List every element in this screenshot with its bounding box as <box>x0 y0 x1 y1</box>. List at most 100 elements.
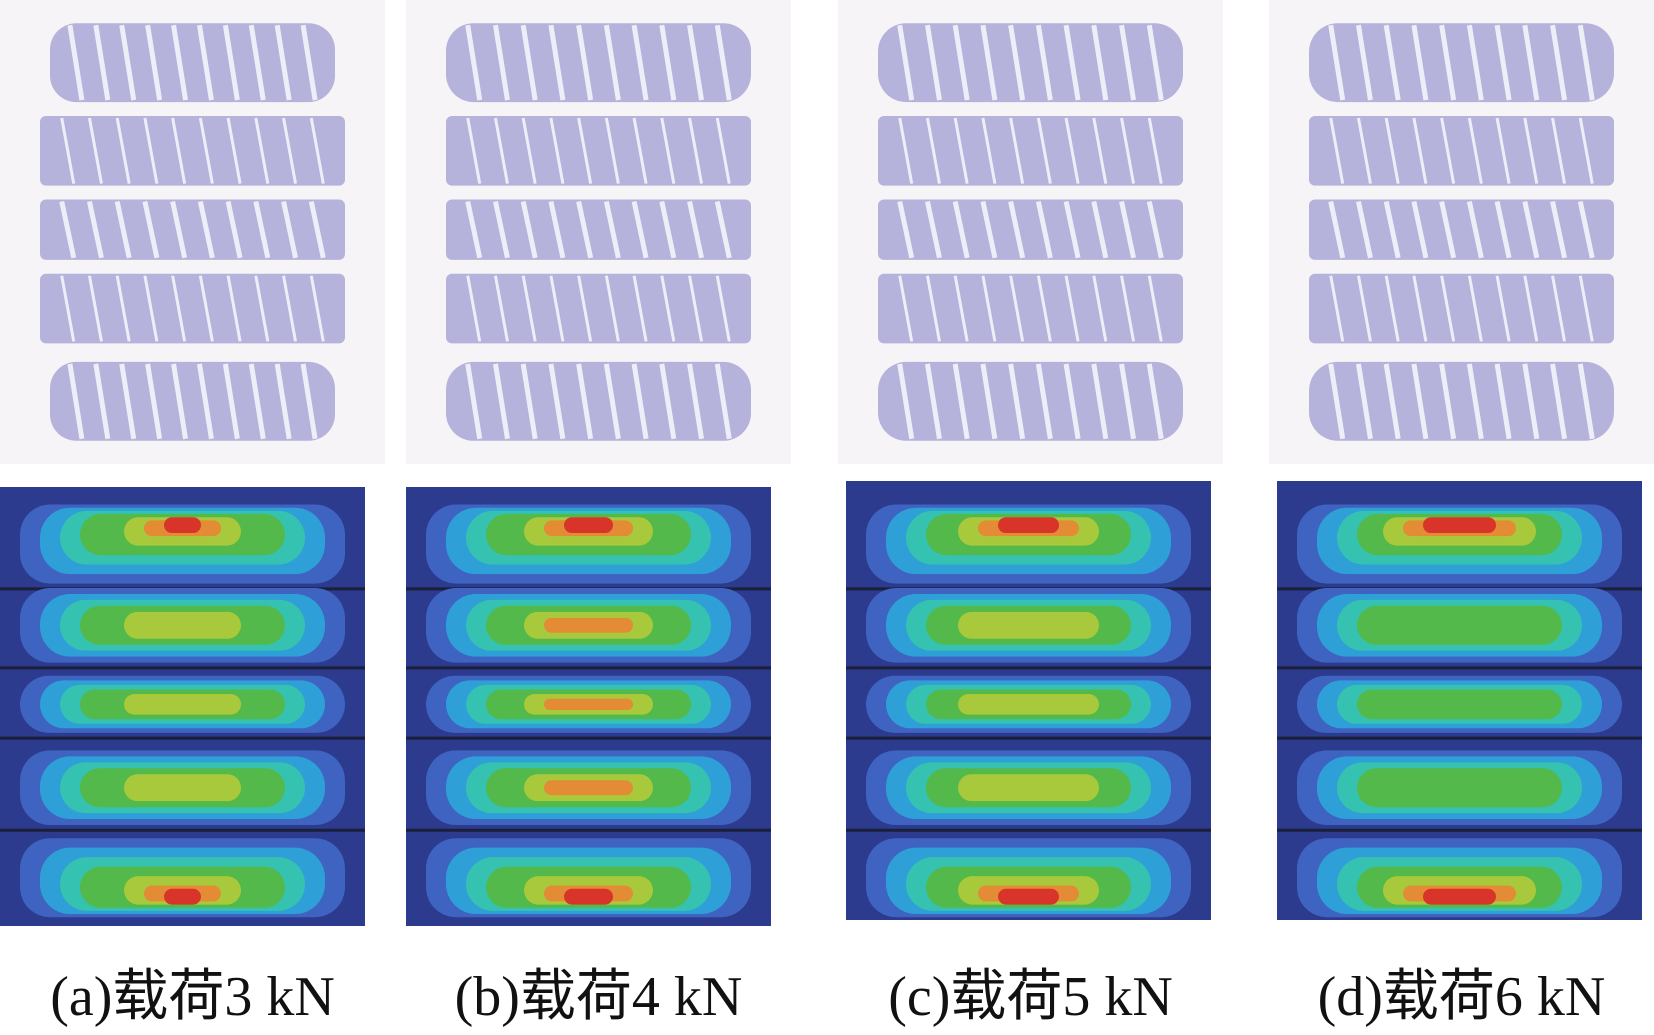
tread-groove <box>687 363 705 440</box>
tread-groove <box>714 24 732 101</box>
tread-groove <box>521 117 537 184</box>
tread-groove <box>171 363 189 440</box>
tread-groove <box>1412 275 1428 342</box>
tread-groove <box>1577 200 1595 259</box>
tread-groove <box>604 275 620 342</box>
tread-rib <box>1309 116 1614 186</box>
tread-groove <box>1439 363 1457 440</box>
tread-groove <box>1329 275 1345 342</box>
tread-groove <box>1383 24 1401 101</box>
tread-groove <box>1466 24 1484 101</box>
tread-rib <box>878 23 1183 103</box>
tread-groove <box>248 24 266 101</box>
tread-groove <box>1522 24 1540 101</box>
contour-level <box>1357 689 1562 720</box>
tread-groove <box>631 200 649 259</box>
tread-groove <box>981 117 997 184</box>
tread-groove <box>1036 275 1052 342</box>
tread-groove <box>87 117 103 184</box>
tread-groove <box>687 200 704 259</box>
tread-groove <box>274 363 292 440</box>
tread-rib <box>446 199 751 260</box>
tread-rib <box>878 116 1183 186</box>
tread-groove <box>1035 200 1053 259</box>
tread-groove <box>687 24 705 101</box>
tread-groove <box>1356 200 1373 259</box>
tread-groove <box>1009 117 1025 184</box>
tread-rib <box>1309 273 1614 344</box>
tread-groove <box>115 275 131 342</box>
tread-groove <box>1091 24 1109 101</box>
tread-groove <box>1329 117 1345 184</box>
tread-groove <box>897 363 915 440</box>
tread-groove <box>1412 117 1428 184</box>
tread-groove <box>309 117 325 184</box>
tread-groove <box>1035 363 1053 440</box>
tread-groove <box>1411 200 1429 259</box>
tread-groove <box>197 200 215 259</box>
tread-groove <box>1036 117 1052 184</box>
tread-rib <box>50 23 335 103</box>
tread-groove <box>1439 24 1457 101</box>
tread-groove <box>1355 363 1373 440</box>
tread-groove <box>549 117 565 184</box>
tread-groove <box>1146 24 1164 101</box>
tread-groove <box>952 24 970 101</box>
tread-groove <box>254 117 270 184</box>
tread-groove <box>145 24 163 101</box>
tread-groove <box>1120 117 1136 184</box>
tread-groove <box>196 363 214 440</box>
tread-groove <box>631 24 649 101</box>
contour-level <box>998 888 1059 905</box>
tread-groove <box>1523 275 1539 342</box>
tread-groove <box>1091 200 1109 259</box>
tread-groove <box>631 363 649 440</box>
tread-groove <box>281 200 298 259</box>
tread-groove <box>576 363 594 440</box>
tread-groove <box>465 200 483 259</box>
tread-groove <box>1466 200 1484 259</box>
tread-groove <box>248 363 266 440</box>
tread-groove <box>1522 200 1540 259</box>
tread-groove <box>603 200 621 259</box>
tread-groove <box>1577 24 1595 101</box>
tread-groove <box>87 200 104 259</box>
tread-groove <box>145 363 163 440</box>
tread-groove <box>226 275 242 342</box>
tread-groove <box>1008 200 1026 259</box>
tread-groove <box>1147 117 1163 184</box>
tread-groove <box>980 363 998 440</box>
tread-groove <box>1550 363 1568 440</box>
tread-groove <box>1440 117 1456 184</box>
tread-groove <box>980 200 998 259</box>
tread-groove <box>632 275 648 342</box>
tread-groove <box>1578 117 1594 184</box>
panel: (d)载荷6 kN <box>1269 0 1654 1028</box>
tread-rib <box>1309 361 1614 441</box>
tread-groove <box>466 117 482 184</box>
panel: (b)载荷4 kN <box>406 0 791 1028</box>
tread-groove <box>980 24 998 101</box>
tread-groove <box>300 24 318 101</box>
tread-groove <box>898 275 914 342</box>
contour-level <box>958 774 1099 802</box>
tread-groove <box>1551 275 1567 342</box>
tread-groove <box>119 24 137 101</box>
tread-groove <box>897 200 915 259</box>
tread-groove <box>1440 275 1456 342</box>
tread-groove <box>659 200 677 259</box>
tread-groove <box>1355 24 1373 101</box>
tread-groove <box>60 117 76 184</box>
tread-groove <box>603 363 621 440</box>
tread-groove <box>521 275 537 342</box>
contour-level <box>564 888 613 905</box>
tread-groove <box>198 117 214 184</box>
tread-groove <box>225 200 243 259</box>
tread-groove <box>1119 200 1136 259</box>
tread-groove <box>143 117 159 184</box>
tread-groove <box>577 117 593 184</box>
tread-groove <box>493 275 509 342</box>
contour-level <box>998 517 1059 534</box>
tread-groove <box>659 363 677 440</box>
tread-groove <box>520 24 538 101</box>
